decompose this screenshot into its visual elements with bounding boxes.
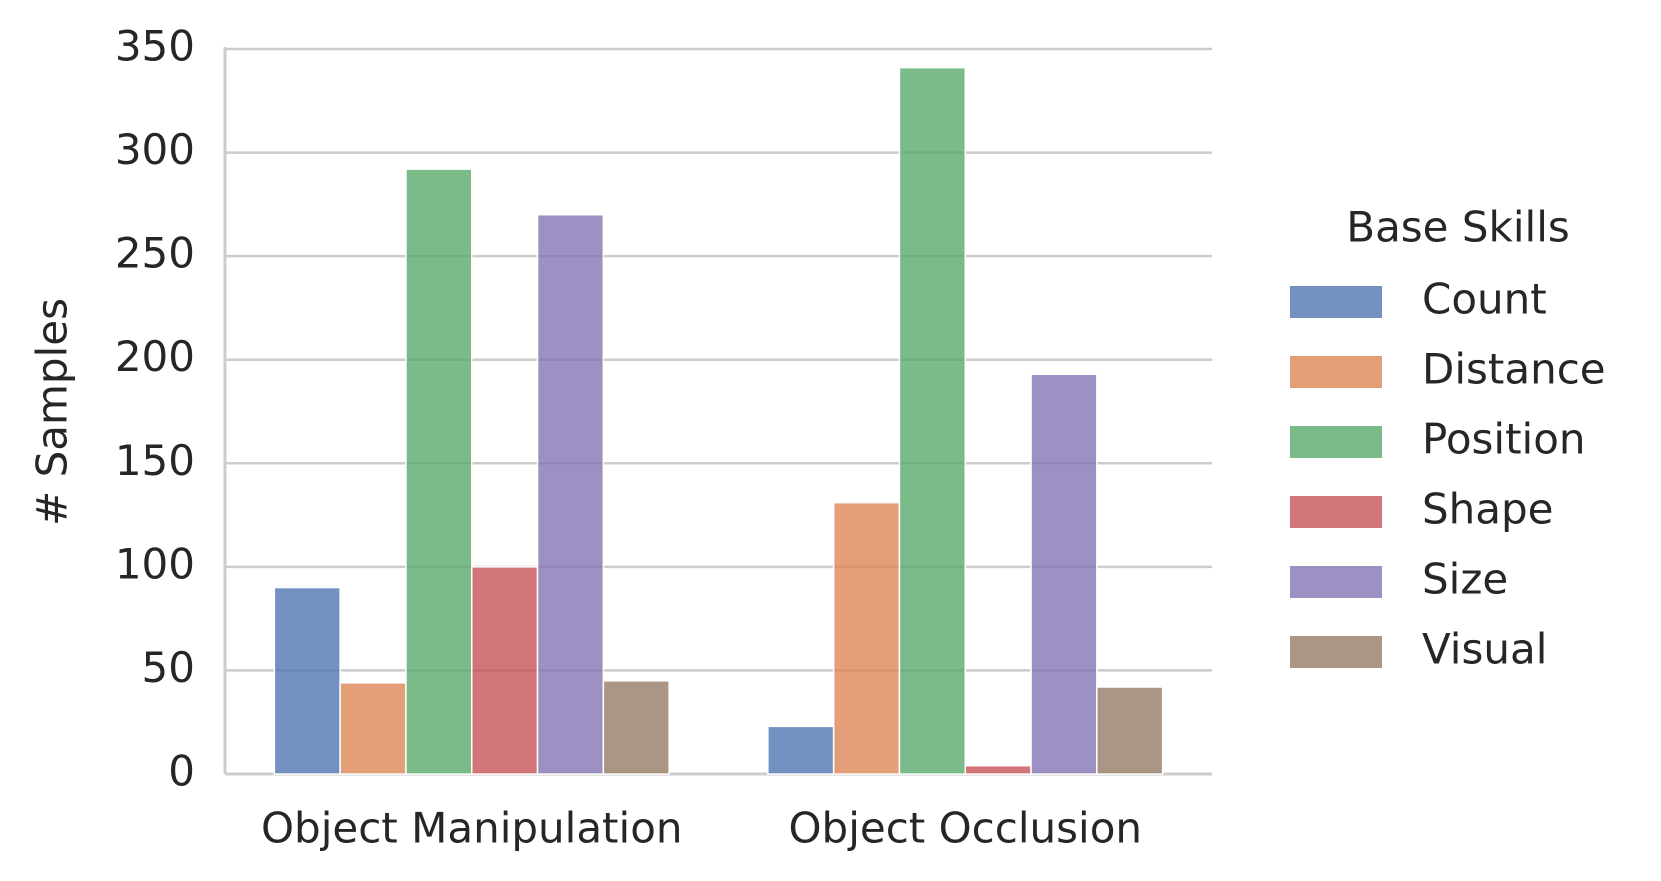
bar bbox=[602, 680, 670, 775]
bar bbox=[1096, 686, 1164, 775]
legend-swatch bbox=[1290, 356, 1382, 388]
legend-label: Visual bbox=[1422, 625, 1547, 674]
bar bbox=[832, 501, 901, 775]
bar bbox=[273, 586, 341, 775]
bar bbox=[767, 725, 835, 775]
y-tick-label: 0 bbox=[168, 747, 195, 796]
legend-label: Distance bbox=[1422, 345, 1606, 394]
x-tick-label: Object Occlusion bbox=[788, 804, 1142, 853]
legend-label: Shape bbox=[1422, 485, 1554, 534]
bar bbox=[1030, 373, 1098, 775]
legend-title: Base Skills bbox=[1346, 203, 1570, 252]
y-tick-label: 100 bbox=[115, 539, 195, 588]
bar bbox=[536, 213, 605, 775]
legend-swatch bbox=[1290, 426, 1382, 458]
bar bbox=[898, 66, 967, 775]
legend-swatch bbox=[1290, 636, 1382, 668]
legend-swatch bbox=[1290, 566, 1382, 598]
y-tick-label: 350 bbox=[115, 22, 195, 71]
legend-swatch bbox=[1290, 286, 1382, 318]
legend-label: Size bbox=[1422, 555, 1508, 604]
bar bbox=[405, 168, 473, 775]
bar bbox=[964, 764, 1032, 775]
y-axis-label: # Samples bbox=[28, 298, 77, 526]
y-tick-label: 150 bbox=[115, 436, 195, 485]
legend-swatch bbox=[1290, 496, 1382, 528]
bar bbox=[339, 682, 407, 775]
x-tick-label: Object Manipulation bbox=[261, 804, 683, 853]
bar bbox=[471, 566, 539, 775]
y-tick-label: 200 bbox=[115, 332, 195, 381]
legend-label: Position bbox=[1422, 415, 1586, 464]
y-tick-label: 250 bbox=[115, 229, 195, 278]
y-tick-label: 50 bbox=[142, 643, 195, 692]
y-tick-label: 300 bbox=[115, 125, 195, 174]
legend-label: Count bbox=[1422, 275, 1547, 324]
